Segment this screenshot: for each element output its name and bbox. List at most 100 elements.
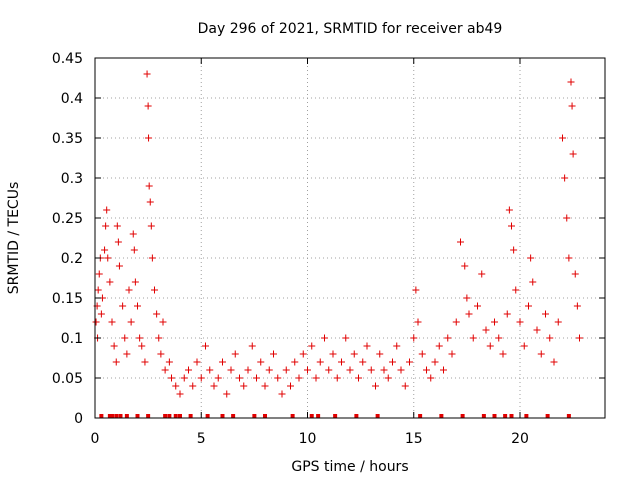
- data-point: [448, 350, 456, 358]
- gap-marker: [99, 414, 104, 418]
- data-point: [227, 366, 235, 374]
- data-point: [308, 342, 316, 350]
- data-point: [146, 198, 154, 206]
- data-point: [295, 374, 303, 382]
- data-point: [185, 366, 192, 374]
- data-point: [180, 374, 188, 382]
- y-tick-label: 0.3: [61, 171, 83, 187]
- data-point: [554, 318, 562, 326]
- data-point: [240, 382, 248, 390]
- data-point: [546, 334, 554, 342]
- gap-marker: [163, 414, 168, 418]
- data-point: [95, 270, 103, 278]
- data-point: [559, 134, 566, 142]
- data-point: [138, 342, 146, 350]
- data-point: [223, 390, 231, 398]
- gap-marker: [460, 414, 465, 418]
- data-point: [505, 206, 513, 214]
- data-point: [569, 150, 577, 158]
- data-point: [189, 382, 197, 390]
- y-tick-label: 0.35: [52, 131, 83, 147]
- data-point: [103, 206, 111, 214]
- grid: [95, 58, 605, 418]
- data-point: [367, 366, 375, 374]
- y-tick-label: 0.1: [61, 331, 83, 347]
- data-point: [92, 318, 100, 326]
- y-tick-label: 0.4: [61, 91, 83, 107]
- data-point: [363, 342, 371, 350]
- gap-marker: [509, 414, 514, 418]
- data-point: [299, 350, 307, 358]
- data-point: [567, 78, 575, 86]
- data-point: [384, 374, 392, 382]
- data-point: [333, 374, 341, 382]
- data-point: [457, 238, 464, 246]
- x-tick-label: 15: [405, 431, 423, 447]
- data-point: [372, 382, 379, 390]
- data-point: [329, 350, 337, 358]
- data-point: [346, 366, 354, 374]
- data-point: [155, 334, 163, 342]
- gap-marker: [263, 414, 267, 418]
- gap-marker: [178, 414, 182, 418]
- data-point: [134, 302, 141, 310]
- gap-marker: [114, 414, 119, 418]
- x-tick-label: 10: [299, 431, 317, 447]
- data-point: [119, 302, 127, 310]
- data-point: [151, 286, 158, 294]
- data-point: [410, 334, 418, 342]
- data-point: [231, 350, 239, 358]
- data-point: [406, 358, 413, 366]
- y-tick-label: 0: [74, 411, 83, 427]
- data-point: [145, 182, 153, 190]
- data-point: [236, 374, 243, 382]
- axis-ticks: [94, 57, 605, 419]
- data-point: [474, 302, 481, 310]
- x-tick-label: 20: [511, 431, 529, 447]
- gap-marker: [167, 414, 172, 418]
- gap-marker: [118, 414, 123, 418]
- data-point: [141, 358, 149, 366]
- data-point: [106, 278, 114, 286]
- data-point: [393, 342, 401, 350]
- data-point: [94, 286, 102, 294]
- gap-marker: [188, 414, 193, 418]
- data-point: [108, 318, 116, 326]
- data-point: [287, 382, 294, 390]
- data-point: [206, 366, 214, 374]
- data-point: [125, 286, 133, 294]
- y-axis-title: SRMTID / TECUs: [6, 182, 22, 295]
- data-point: [573, 302, 581, 310]
- data-point: [576, 334, 583, 342]
- gap-marker: [566, 414, 571, 418]
- data-point: [452, 318, 460, 326]
- data-point: [418, 350, 426, 358]
- data-point: [143, 70, 151, 78]
- data-point: [282, 366, 290, 374]
- gap-marker: [492, 414, 497, 418]
- data-point: [482, 326, 490, 334]
- data-point: [165, 358, 173, 366]
- data-point: [461, 262, 469, 270]
- gap-marker: [173, 414, 178, 418]
- data-point: [172, 382, 180, 390]
- gap-marker: [481, 414, 486, 418]
- y-tick-labels: 0 0.05 0.1 0.15 0.2 0.25 0.3 0.35 0.4 0.45: [52, 51, 83, 427]
- data-point: [157, 350, 165, 358]
- x-axis-title: GPS time / hours: [291, 459, 408, 475]
- data-point: [491, 318, 498, 326]
- data-point: [389, 358, 396, 366]
- gap-marker: [524, 414, 529, 418]
- data-point: [110, 342, 118, 350]
- data-point: [104, 254, 112, 262]
- data-point: [291, 358, 299, 366]
- data-point: [112, 358, 120, 366]
- data-point: [512, 286, 520, 294]
- data-point: [248, 342, 256, 350]
- data-point: [153, 310, 161, 318]
- data-point: [465, 310, 473, 318]
- gap-marker: [375, 414, 380, 418]
- data-point: [115, 262, 123, 270]
- gap-marker: [316, 414, 321, 418]
